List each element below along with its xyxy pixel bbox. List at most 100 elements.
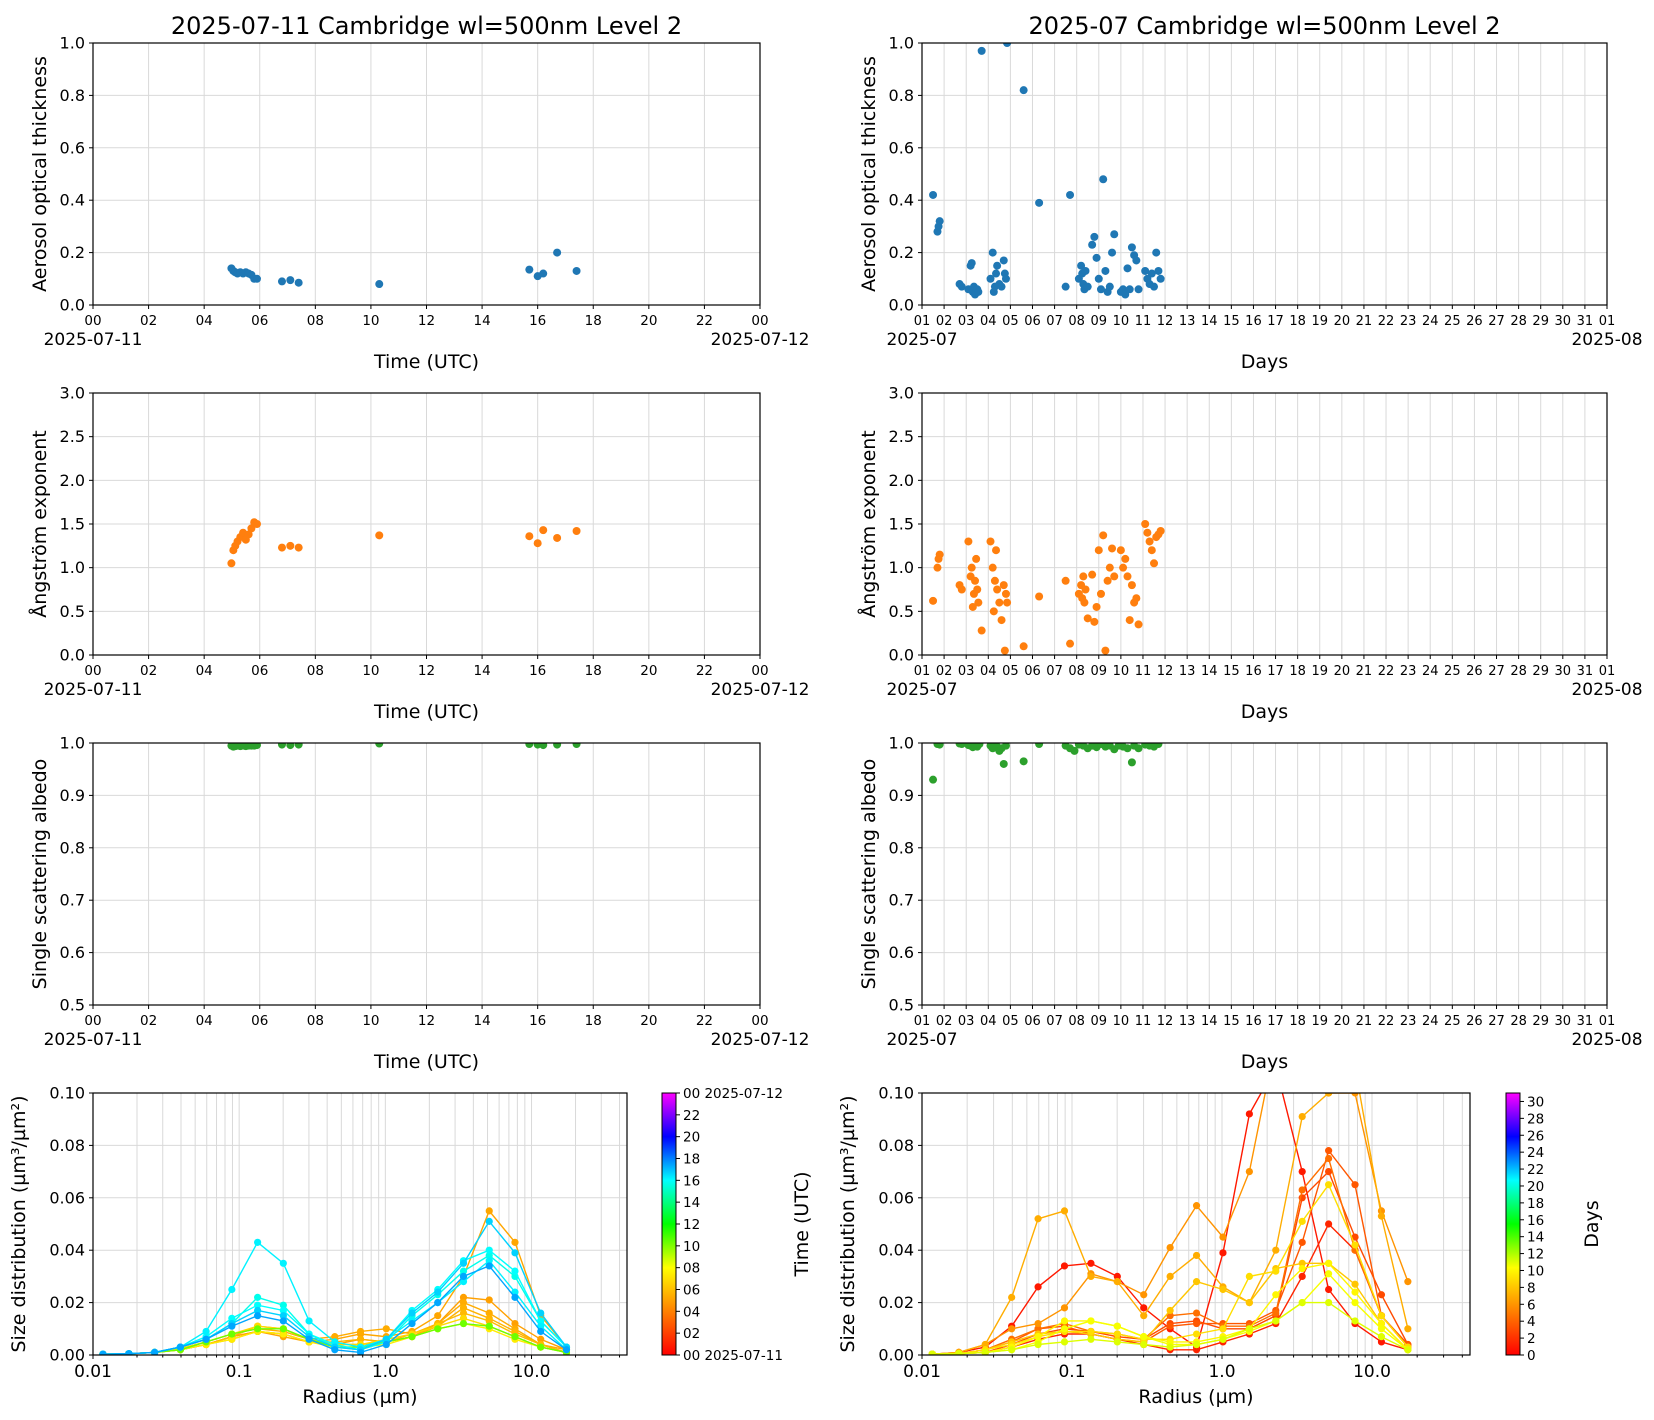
data-point [1105,563,1114,572]
colorbar-tick-label: 14 [1527,1230,1544,1246]
tick-label-x: 06 [251,313,268,329]
series-point [1034,1325,1042,1333]
series-point [382,1340,390,1349]
data-point [572,266,581,275]
series-point [511,1267,519,1275]
tick-label-x: 14 [1201,664,1218,679]
tick-label-y: 0.10 [49,1084,85,1103]
tick-label-x: 15 [1223,314,1240,329]
x-end-date: 2025-07-12 [711,330,810,350]
series-point [1060,1207,1069,1215]
colorbar: 00 2025-07-11 02 04 06 08 10 12 14 16 18 20 22 00 20… [661,1086,813,1364]
series-point [356,1327,365,1336]
tick-label-x: 21 [1356,314,1373,329]
tick-label-y: 1.0 [889,734,914,753]
colorbar-tick-label: 24 [1527,1145,1544,1161]
tick-label-x: 21 [1356,664,1373,679]
data-point [974,598,983,607]
tick-label-y: 0.00 [878,1346,914,1365]
tick-label-y: 0.6 [889,138,914,157]
series-point [1166,1322,1174,1330]
series-point [1113,1278,1121,1286]
tick-label-y: 3.0 [60,384,85,403]
series-point [1298,1112,1306,1121]
data-point [1110,230,1119,239]
series-point [254,1325,262,1333]
series-point [1192,1309,1201,1317]
data-point [277,277,286,286]
data-point [997,616,1006,625]
tick-label-y: 0.10 [878,1084,914,1103]
tick-label-x: 16 [529,663,546,679]
tick-label-x: 01 [914,1014,931,1029]
tick-label-y: 0.02 [49,1293,85,1312]
series-point [1404,1278,1412,1286]
series-point [1325,1259,1333,1267]
tick-label-y: 0.5 [889,602,914,621]
series-point [511,1249,519,1257]
series-point [485,1257,493,1265]
tick-label-x: 10 [362,313,379,329]
tick-label-x: 10 [1113,664,1130,679]
series-point [511,1288,519,1296]
series-point [1245,1325,1253,1333]
x-start-date: 2025-07-11 [44,1030,143,1050]
series-point [562,1346,571,1354]
x-start-date: 2025-07 [886,680,957,700]
data-point [995,598,1004,607]
x-end-date: 2025-07-12 [711,1030,810,1050]
colorbar-tick-label: 20 [683,1130,700,1146]
tick-label-x: 02 [936,314,953,329]
data-point [933,563,942,572]
data-point [1101,266,1110,275]
data-point [1096,589,1105,598]
series-point [1404,1325,1412,1333]
tick-label-x: 08 [1068,1014,1085,1029]
x-end-date: 2025-07-12 [711,680,810,700]
series-point [305,1335,313,1343]
series-point [1325,1299,1333,1307]
tick-label-x: 17 [1267,314,1284,329]
series-point [1298,1259,1306,1267]
tick-label-x: 07 [1046,314,1063,329]
series-point [1245,1110,1253,1118]
data-point [957,585,966,594]
tick-label-x: 04 [196,663,213,679]
series-point [1192,1330,1201,1338]
tick-label-x: 02 [140,663,157,679]
series-point [1351,1093,1359,1097]
series-point [1377,1338,1386,1346]
colorbar-tick-label: 2 [1527,1331,1536,1347]
series-point [408,1309,416,1317]
series-point [331,1346,339,1354]
data-layer [227,743,581,751]
colorbar-tick-label: 6 [1527,1297,1536,1313]
data-point [247,524,256,533]
series-point [1351,1181,1359,1189]
data-point [553,743,562,749]
tick-label-x: 00 [751,663,768,679]
tick-label-x: 12 [418,1013,435,1029]
tick-label-x: 13 [1179,1014,1196,1029]
tick-label-y: 0.9 [60,786,85,805]
series-point [279,1317,287,1325]
tick-label-x: 19 [1311,664,1328,679]
tick-label-y: 0.7 [60,891,85,910]
series-point [485,1251,493,1260]
data-point [964,537,973,546]
data-point [935,550,944,559]
series-point [1166,1272,1174,1280]
x-start-date: 2025-07 [886,1030,957,1050]
colorbar-tick-label: 10 [1527,1263,1544,1279]
tick-label-x: 05 [1002,314,1019,329]
tick-label-x: 01 [914,664,931,679]
data-point [975,743,984,749]
series-point [511,1238,519,1246]
tick-label-y: 0.08 [49,1136,85,1155]
tick-label-x: 10 [362,1013,379,1029]
tick-label-x: 20 [640,1013,657,1029]
tick-label-x: 26 [1466,1014,1483,1029]
tick-label-y: 2.5 [889,427,914,446]
series-point [1377,1333,1386,1341]
series-point [1060,1317,1069,1325]
